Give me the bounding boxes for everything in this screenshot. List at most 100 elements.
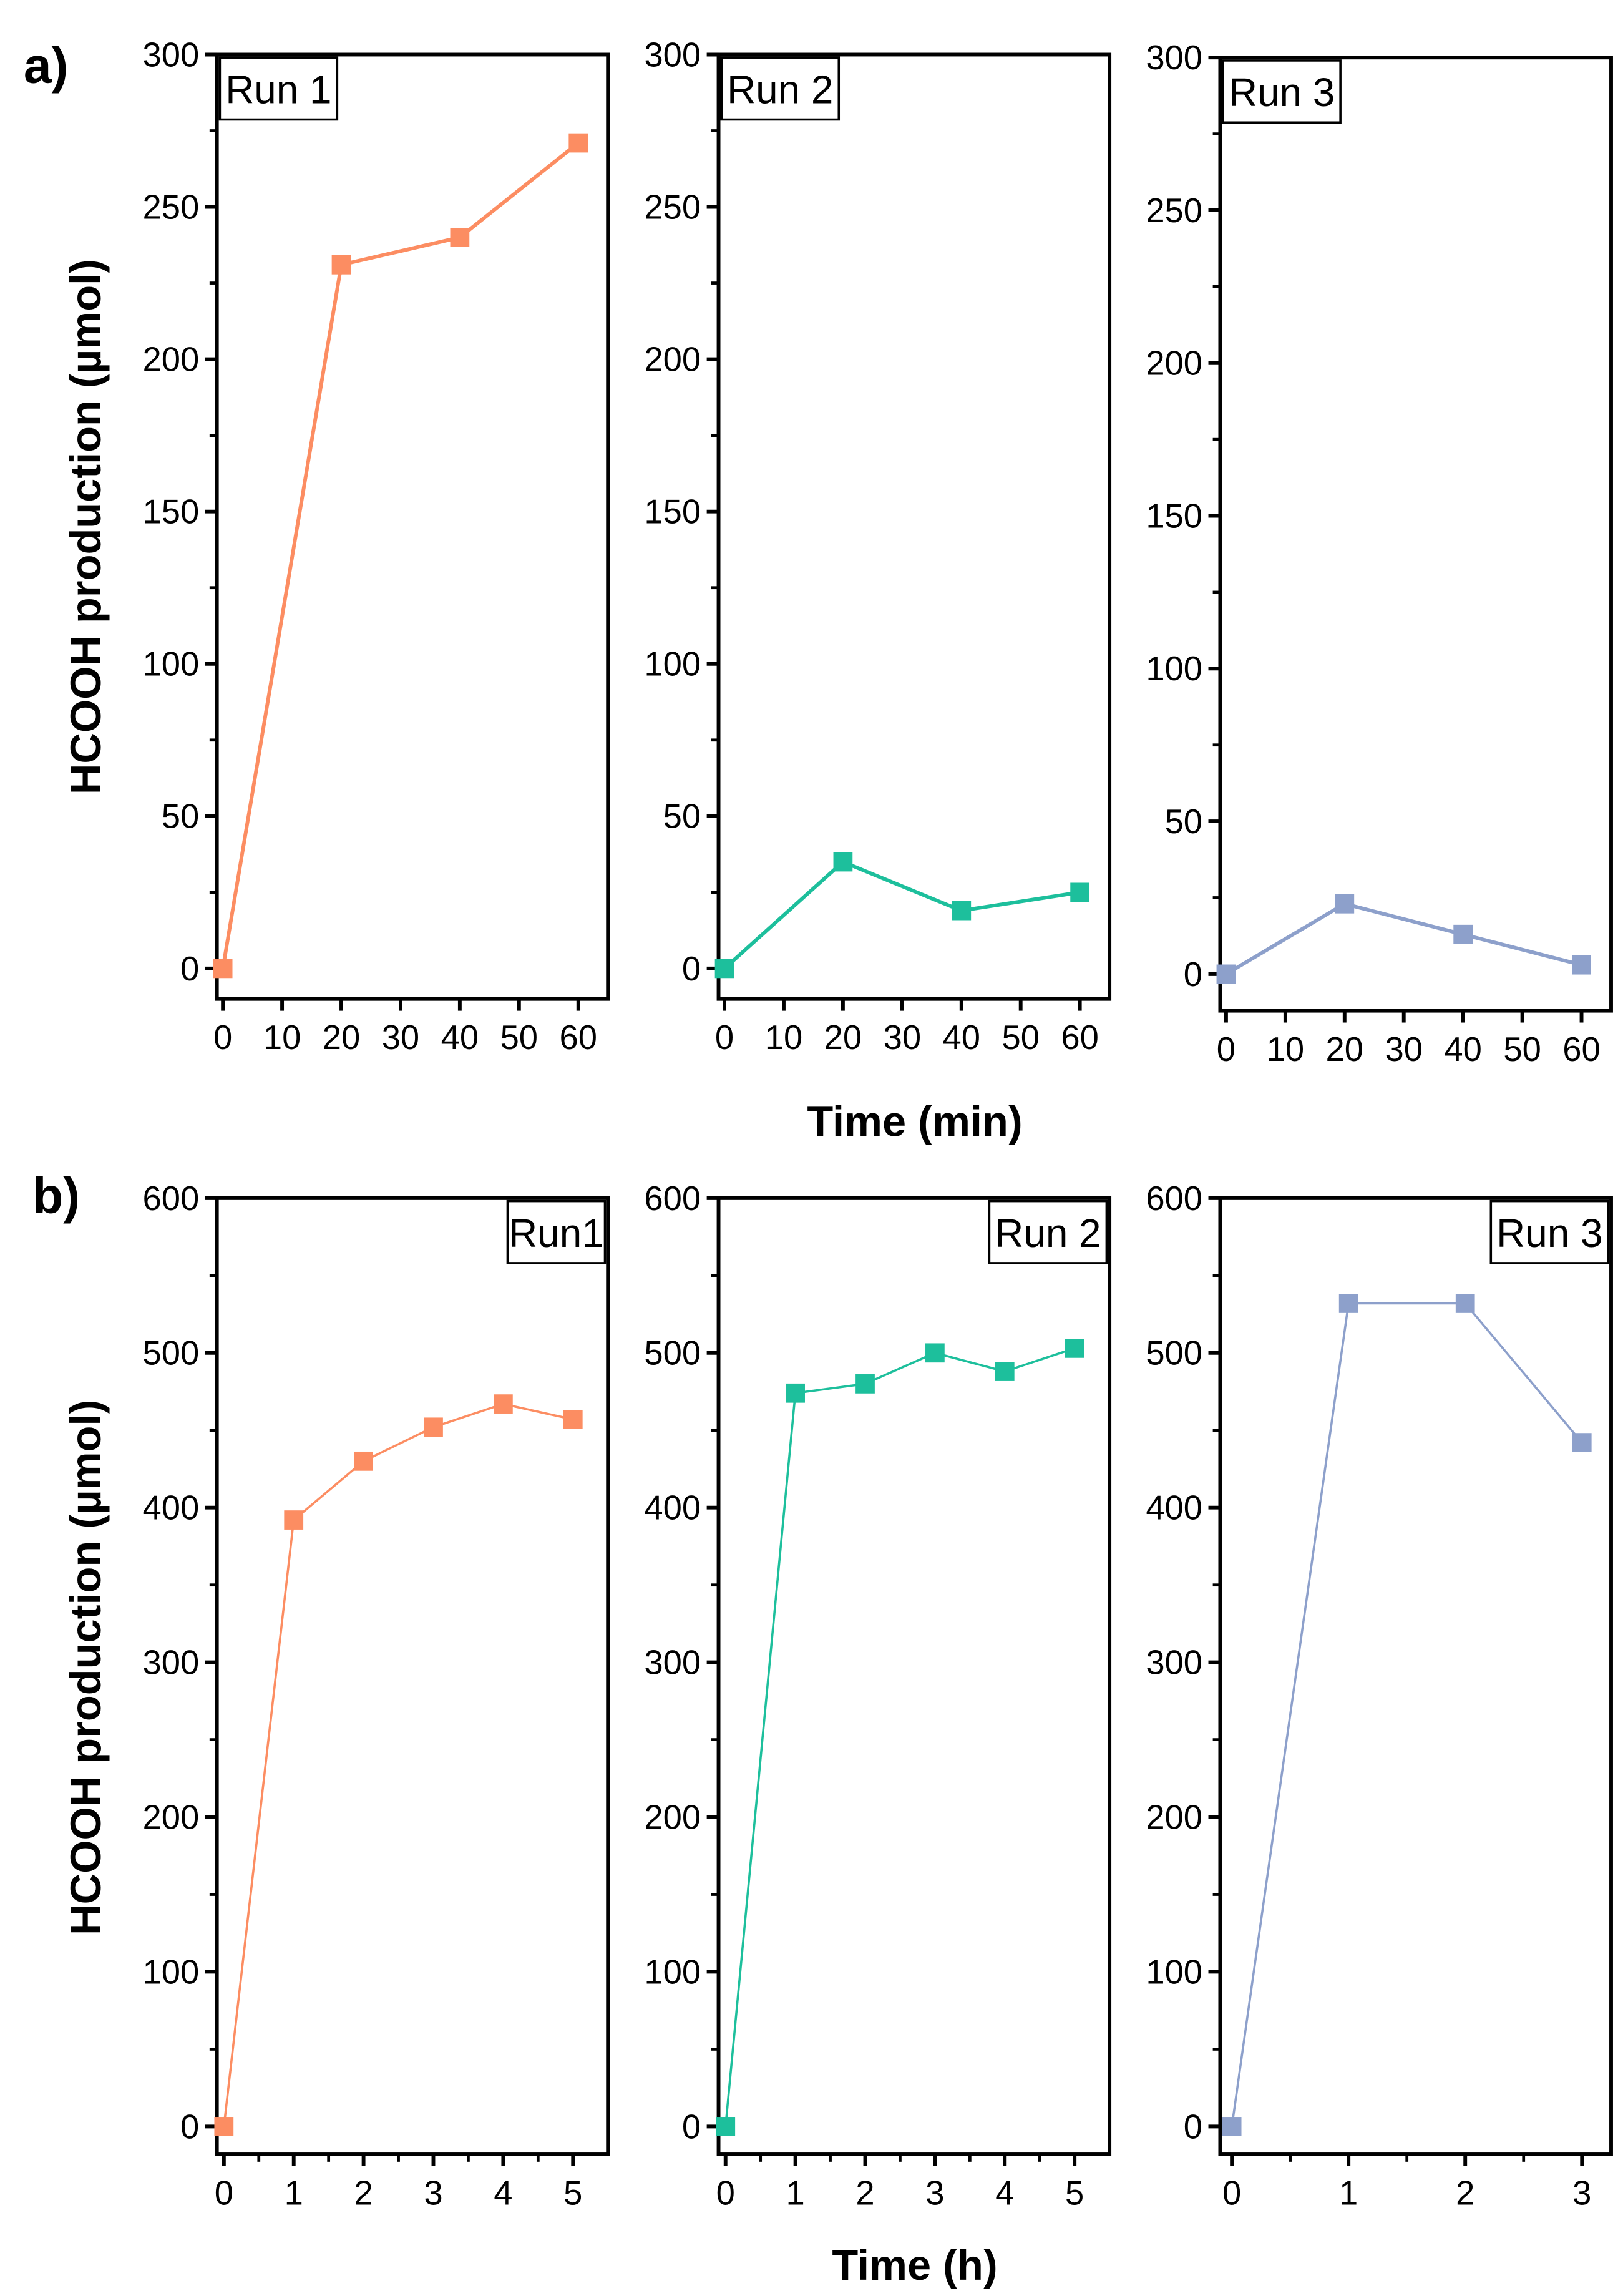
data-point (1572, 1433, 1592, 1452)
x-tick-label: 10 (765, 1019, 802, 1057)
subplot-2: 0 50 100 150 200 250 300 0 10 20 30 40 50 60 Run 2 (644, 36, 1112, 1057)
x-tick-label: 50 (500, 1019, 538, 1057)
subplot-1: 0 50 100 150 200 250 300 0 10 20 30 40 50 60 Run 1 (143, 36, 610, 1057)
y-tick-label: 0 (682, 950, 701, 988)
x-tick-label: 20 (1326, 1030, 1363, 1068)
data-point (1453, 924, 1473, 944)
run-label: Run 3 (1496, 1211, 1602, 1256)
series-line (1225, 902, 1582, 976)
y-tick-label: 200 (143, 1798, 200, 1836)
run-label-box (1489, 1199, 1610, 1264)
y-tick-label: 600 (143, 1180, 200, 1218)
y-tick-label: 250 (143, 188, 200, 226)
y-tick-label: 50 (1165, 803, 1202, 841)
x-tick-label: 60 (1562, 1030, 1600, 1068)
run-label: Run 2 (727, 67, 833, 112)
y-tick-label: 0 (180, 950, 199, 988)
run-label: Run 1 (225, 67, 331, 112)
data-point (494, 1394, 513, 1414)
y-tick-label: 50 (663, 798, 701, 836)
y-tick-label: 600 (1146, 1180, 1202, 1218)
run-label: Run 2 (995, 1211, 1101, 1256)
y-tick-label: 100 (644, 645, 701, 683)
data-point (1335, 894, 1355, 914)
y-tick-label: 500 (143, 1334, 200, 1372)
x-tick-label: 0 (1217, 1030, 1236, 1068)
y-tick-label: 300 (143, 36, 200, 74)
plot-frame (716, 1196, 1112, 2156)
x-axis-label-b: Time (h) (832, 2241, 997, 2289)
y-tick-label: 200 (1146, 344, 1202, 383)
y-tick-label: 400 (1146, 1489, 1202, 1527)
y-tick-label: 200 (1146, 1798, 1202, 1836)
y-tick-label: 0 (180, 2108, 199, 2146)
x-tick-label: 30 (382, 1019, 419, 1057)
y-tick-label: 200 (644, 1798, 701, 1836)
data-point (786, 1383, 805, 1403)
x-tick-label: 1 (285, 2174, 303, 2212)
panel-label-a: a) (24, 37, 68, 94)
x-tick-label: 30 (884, 1019, 921, 1057)
y-tick-label: 300 (143, 1644, 200, 1682)
data-point (1216, 964, 1236, 984)
x-tick-label: 4 (494, 2174, 512, 2212)
series-line (1231, 1302, 1583, 2127)
y-axis-label-b: HCOOH production (µmol) (62, 1400, 110, 1935)
data-point (1065, 1339, 1084, 1358)
run-label-box (506, 1199, 607, 1264)
plot-frame (1218, 56, 1613, 1013)
x-tick-label: 1 (1339, 2174, 1358, 2212)
y-tick-label: 250 (644, 188, 701, 226)
y-tick-label: 250 (1146, 192, 1202, 230)
y-tick-label: 150 (143, 493, 200, 531)
y-tick-label: 200 (644, 341, 701, 379)
subplot-5: 0 100 200 300 400 500 600 0 1 2 3 4 5 Run 2 (644, 1180, 1112, 2212)
data-point (563, 1410, 583, 1429)
series-line (223, 1402, 573, 2127)
plot-frame (1218, 1196, 1613, 2156)
y-tick-label: 100 (1146, 650, 1202, 688)
y-tick-label: 400 (644, 1489, 701, 1527)
x-tick-label: 5 (1065, 2174, 1084, 2212)
plot-frame (716, 52, 1112, 1001)
y-tick-label: 100 (143, 1953, 200, 1991)
x-tick-label: 0 (1222, 2174, 1241, 2212)
data-point (213, 959, 233, 979)
run-label-box (218, 56, 339, 121)
data-point (925, 1343, 945, 1363)
x-tick-label: 50 (1503, 1030, 1541, 1068)
run-label: Run 3 (1229, 70, 1335, 115)
x-tick-label: 2 (1456, 2174, 1474, 2212)
y-tick-label: 400 (143, 1489, 200, 1527)
plot-frame (215, 1196, 610, 2156)
subplot-4: 0 100 200 300 400 500 600 0 1 2 3 4 5 Run1 (143, 1180, 610, 2212)
x-tick-label: 60 (560, 1019, 597, 1057)
y-tick-label: 500 (644, 1334, 701, 1372)
y-tick-label: 600 (644, 1180, 701, 1218)
data-point (450, 227, 470, 247)
series-line (724, 1347, 1075, 2127)
x-tick-label: 5 (563, 2174, 582, 2212)
y-tick-label: 300 (644, 1644, 701, 1682)
y-tick-label: 100 (1146, 1953, 1202, 1991)
data-point (284, 1510, 304, 1530)
y-tick-label: 100 (644, 1953, 701, 1991)
run-label-box (720, 56, 841, 121)
x-tick-label: 1 (786, 2174, 804, 2212)
data-point (1222, 2117, 1242, 2136)
x-tick-label: 0 (215, 2174, 233, 2212)
data-point (716, 2117, 736, 2136)
x-tick-label: 0 (213, 1019, 232, 1057)
y-tick-label: 200 (143, 341, 200, 379)
run-label: Run1 (509, 1211, 604, 1256)
data-point (1070, 882, 1090, 902)
y-tick-label: 100 (143, 645, 200, 683)
x-tick-label: 10 (263, 1019, 301, 1057)
x-tick-label: 3 (1572, 2174, 1591, 2212)
series-line (723, 859, 1081, 970)
y-tick-label: 0 (1184, 2108, 1202, 2146)
y-tick-label: 300 (1146, 1644, 1202, 1682)
y-tick-label: 300 (644, 36, 701, 74)
data-point (855, 1374, 875, 1394)
